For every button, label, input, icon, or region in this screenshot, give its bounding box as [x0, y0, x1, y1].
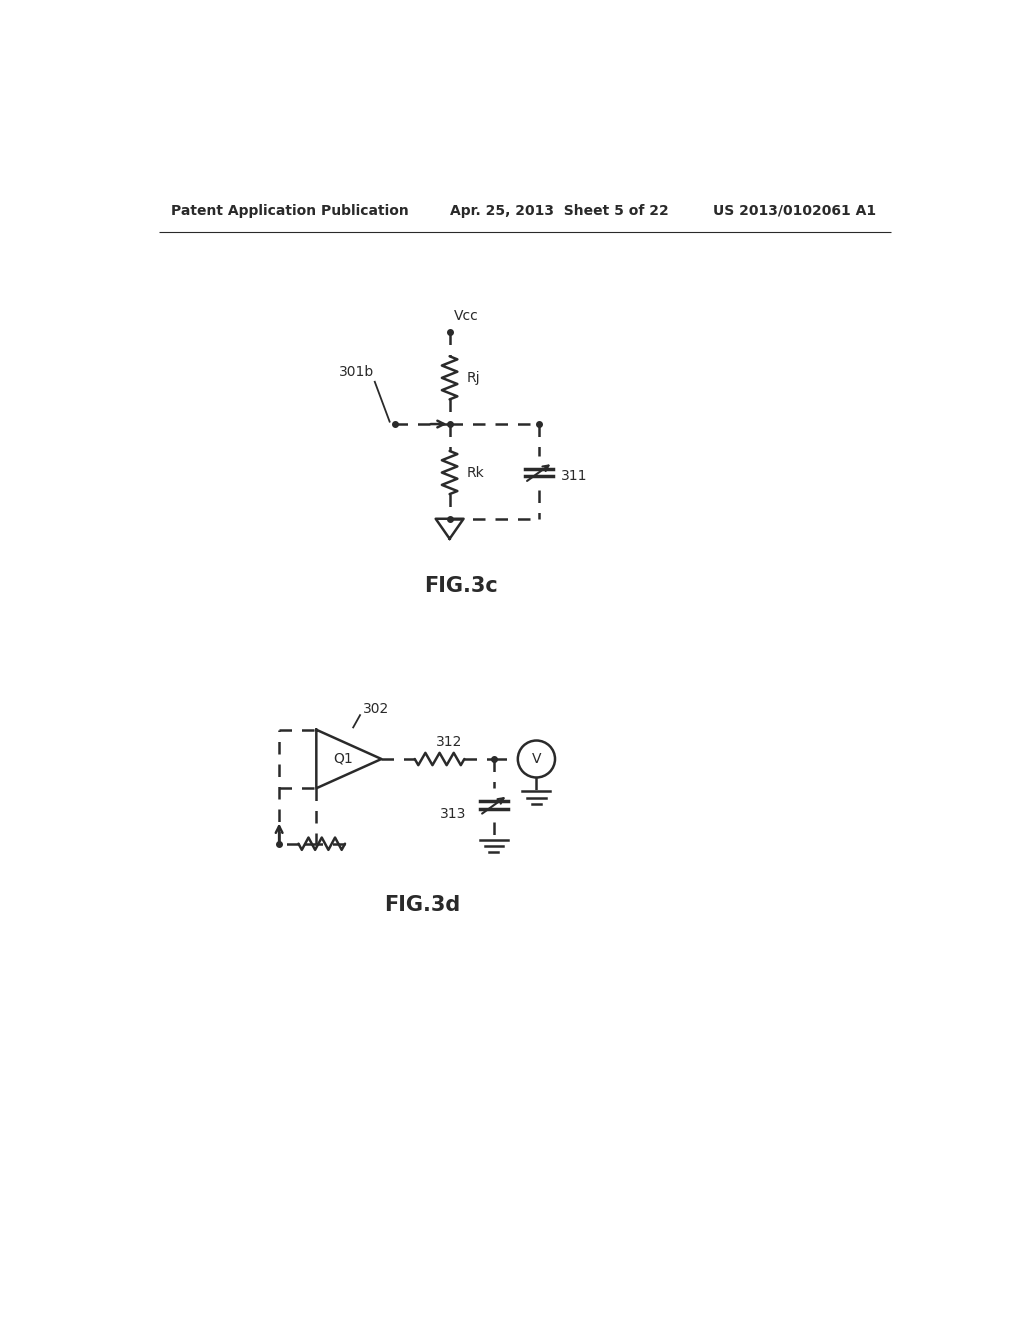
Text: 302: 302: [362, 702, 389, 715]
Text: US 2013/0102061 A1: US 2013/0102061 A1: [713, 203, 877, 218]
Text: 311: 311: [560, 470, 587, 483]
Text: Rj: Rj: [467, 371, 480, 385]
Text: Rk: Rk: [467, 466, 484, 479]
Text: Apr. 25, 2013  Sheet 5 of 22: Apr. 25, 2013 Sheet 5 of 22: [450, 203, 669, 218]
Text: FIG.3d: FIG.3d: [384, 895, 461, 915]
Text: V: V: [531, 752, 541, 766]
Text: Patent Application Publication: Patent Application Publication: [171, 203, 409, 218]
Text: 301b: 301b: [339, 366, 374, 379]
Text: Vcc: Vcc: [454, 309, 478, 323]
Text: 312: 312: [435, 735, 462, 748]
Text: FIG.3c: FIG.3c: [424, 576, 498, 595]
Text: Q1: Q1: [333, 752, 352, 766]
Text: 313: 313: [440, 808, 467, 821]
